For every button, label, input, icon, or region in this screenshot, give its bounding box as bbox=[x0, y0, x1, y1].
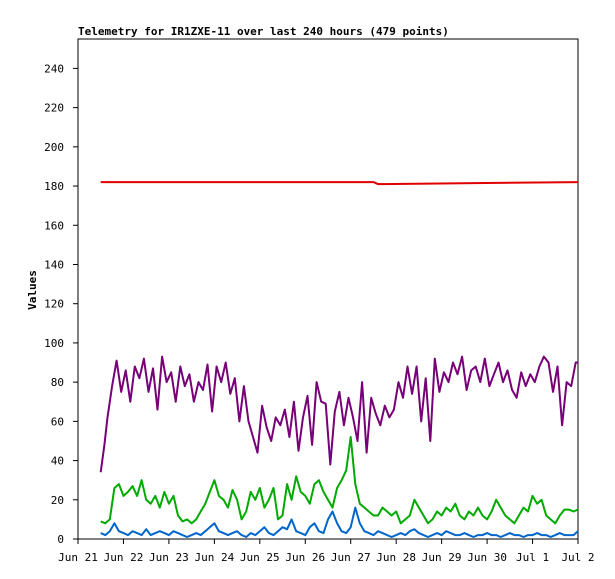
y-tick-label: 160 bbox=[44, 219, 64, 232]
y-axis-label: Values bbox=[26, 270, 39, 310]
y-tick-label: 100 bbox=[44, 337, 64, 350]
x-tick-label: Jun 21 bbox=[58, 551, 98, 564]
x-tick-label: Jun 25 bbox=[240, 551, 280, 564]
y-tick-label: 180 bbox=[44, 180, 64, 193]
x-tick-label: Jun 29 bbox=[422, 551, 462, 564]
y-tick-label: 240 bbox=[44, 62, 64, 75]
y-tick-label: 140 bbox=[44, 258, 64, 271]
series-line-3 bbox=[100, 506, 579, 538]
chart-title: Telemetry for IR1ZXE-11 over last 240 ho… bbox=[78, 25, 449, 38]
x-tick-label: Jun 30 bbox=[467, 551, 507, 564]
series-line-2 bbox=[100, 436, 579, 525]
x-tick-label: Jun 28 bbox=[376, 551, 416, 564]
y-tick-label: 40 bbox=[51, 455, 64, 468]
y-tick-label: 120 bbox=[44, 298, 64, 311]
x-tick-label: Jun 27 bbox=[331, 551, 371, 564]
y-tick-label: 220 bbox=[44, 102, 64, 115]
y-tick-label: 20 bbox=[51, 494, 64, 507]
x-tick-label: Jun 22 bbox=[104, 551, 144, 564]
y-tick-label: 80 bbox=[51, 376, 64, 389]
x-tick-label: Jul 1 bbox=[516, 551, 549, 564]
series-line-1 bbox=[99, 355, 578, 473]
x-tick-label: Jun 24 bbox=[194, 551, 234, 564]
x-tick-label: Jun 23 bbox=[149, 551, 189, 564]
x-tick-label: Jun 26 bbox=[285, 551, 325, 564]
plot-area-frame bbox=[77, 38, 579, 540]
series-line-0 bbox=[100, 181, 579, 186]
series-layer bbox=[99, 181, 579, 538]
x-tick-label: Jul 2 bbox=[561, 551, 594, 564]
y-axis: 0 20 40 60 80 100 120 140 160 180 200 220 240 bbox=[44, 62, 78, 546]
x-axis: Jun 21 Jun 22 Jun 23 Jun 24 Jun 25 Jun 26 Jun … bbox=[58, 539, 595, 564]
y-tick-label: 0 bbox=[57, 533, 64, 546]
y-tick-label: 200 bbox=[44, 141, 64, 154]
y-tick-label: 60 bbox=[51, 415, 64, 428]
